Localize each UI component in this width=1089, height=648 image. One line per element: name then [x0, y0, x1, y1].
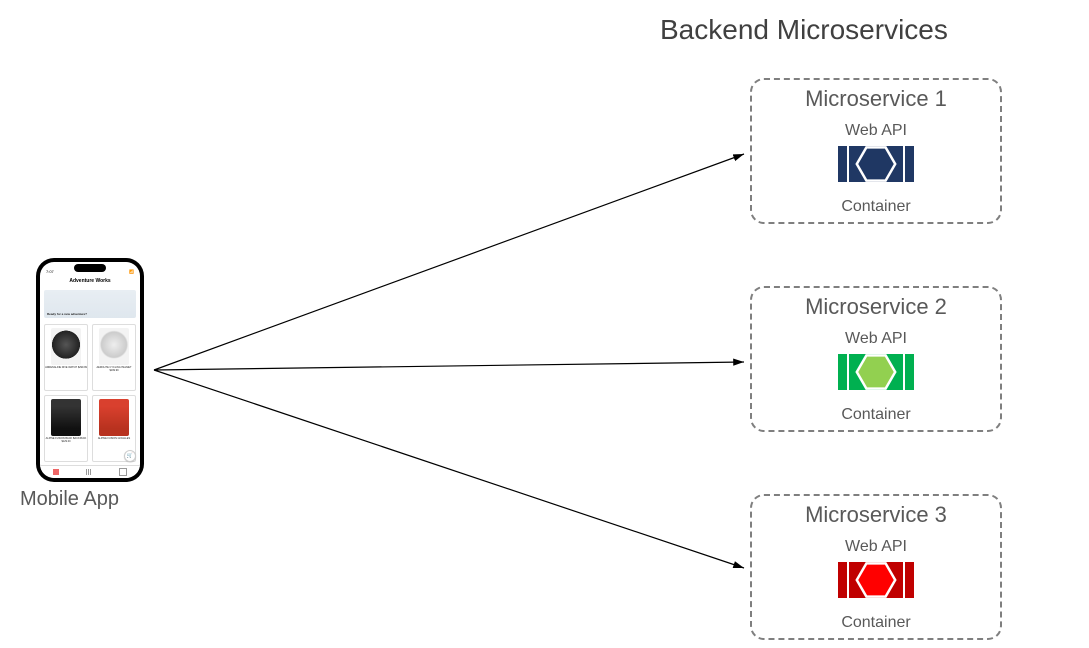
arrow-3: [154, 370, 744, 568]
mobile-phone-mockup: 7:07 📶 Adventure Works Ready for a new a…: [36, 258, 144, 482]
product-tile: AEROLITE CYCLING HELMET $199.99: [92, 324, 136, 391]
phone-time: 7:07: [46, 269, 54, 274]
phone-notch: [74, 264, 106, 272]
nav-home-icon: [53, 469, 59, 475]
ms3-box: Microservice 3 Web API Container: [750, 494, 1002, 640]
ms2-title: Microservice 2: [752, 294, 1000, 320]
product-image: [99, 328, 128, 365]
product-tile: ADRENALINE DIVE WATCH $299.99: [44, 324, 88, 391]
phone-screen: 7:07 📶 Adventure Works Ready for a new a…: [40, 262, 140, 478]
product-caption: AEROLITE CYCLING HELMET $199.99: [93, 367, 135, 373]
phone-product-grid: ADRENALINE DIVE WATCH $299.99 AEROLITE CY…: [44, 324, 136, 462]
product-image: [51, 399, 80, 436]
arrow-1: [154, 154, 744, 370]
ms1-container-label: Container: [752, 198, 1000, 216]
ms1-box: Microservice 1 Web API Container: [750, 78, 1002, 224]
ms1-webapi-label: Web API: [752, 122, 1000, 140]
phone-fab-cart-icon: 🛒: [124, 450, 136, 462]
nav-grid-icon: [86, 469, 92, 475]
product-caption: ALPINE FUSION BACK BACKPACK $129.00: [45, 438, 87, 444]
phone-brand: Adventure Works: [40, 278, 140, 284]
phone-hero-title: Ready for a new adventure?: [47, 312, 87, 316]
diagram-title: Backend Microservices: [660, 14, 948, 46]
product-image: [99, 399, 128, 436]
ms2-webapi-label: Web API: [752, 330, 1000, 348]
ms2-container-label: Container: [752, 406, 1000, 424]
ms2-container-icon: [834, 352, 918, 392]
ms3-webapi-label: Web API: [752, 538, 1000, 556]
product-caption: ALPINE FUSION GOGGLES: [98, 438, 130, 441]
mobile-app-label: Mobile App: [20, 488, 119, 511]
ms3-container-icon: [834, 560, 918, 600]
product-image: [51, 328, 80, 365]
ms3-title: Microservice 3: [752, 502, 1000, 528]
phone-bottom-nav: [40, 465, 140, 478]
ms3-container-label: Container: [752, 614, 1000, 632]
ms1-container-icon: [834, 144, 918, 184]
arrow-2: [154, 362, 744, 370]
ms2-box: Microservice 2 Web API Container: [750, 286, 1002, 432]
product-tile: ALPINE FUSION BACK BACKPACK $129.00: [44, 395, 88, 462]
phone-hero: Ready for a new adventure?: [44, 290, 136, 318]
phone-signal-icon: 📶: [129, 269, 134, 274]
nav-cart-icon: [119, 468, 127, 476]
product-caption: ADRENALINE DIVE WATCH $299.99: [45, 367, 87, 370]
ms1-title: Microservice 1: [752, 86, 1000, 112]
